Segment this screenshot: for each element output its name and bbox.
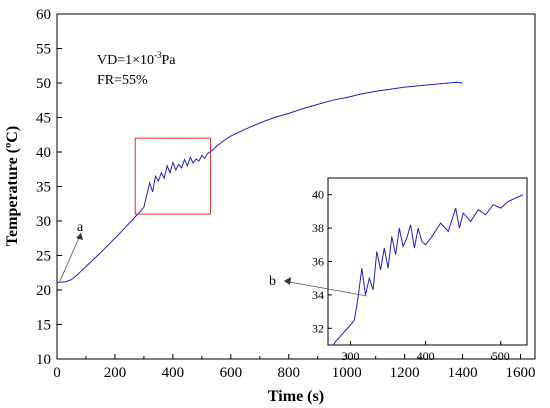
- x-tick-label: 1400: [448, 365, 478, 381]
- marker-a-label: a: [77, 220, 84, 235]
- inset-series-line: [332, 194, 524, 345]
- marker-a-arrow: [59, 232, 82, 282]
- inset-y-tick-label: 38: [312, 221, 324, 235]
- inset-ticks: 300 400 500 32 34 36 38 40: [312, 188, 510, 363]
- x-tick-label: 1600: [506, 365, 536, 381]
- y-tick-label: 40: [36, 145, 51, 161]
- inset-y-tick-label: 40: [312, 188, 324, 202]
- x-tick-label: 400: [162, 365, 185, 381]
- x-tick-label: 600: [220, 365, 243, 381]
- fr-annotation: FR=55%: [97, 73, 148, 88]
- inset-y-tick-label: 36: [312, 255, 324, 269]
- y-tick-label: 45: [36, 111, 51, 127]
- inset-y-tick-label: 32: [312, 321, 324, 335]
- marker-b-label: b: [269, 274, 276, 289]
- highlight-box: [134, 137, 212, 215]
- x-tick-label: 0: [53, 365, 61, 381]
- marker-b-arrowhead: [284, 277, 291, 285]
- y-tick-label: 50: [36, 76, 51, 92]
- y-axis-ticks: 10 15 20 25 30 35 40 45 50 55 60: [36, 7, 62, 368]
- y-tick-label: 35: [36, 180, 51, 196]
- x-tick-label: 1200: [390, 365, 420, 381]
- marker-a-arrowhead: [76, 233, 83, 240]
- vd-prefix: VD=1×10: [97, 53, 154, 68]
- vd-exponent: -3: [154, 50, 162, 60]
- vd-annotation: VD=1×10-3Pa: [97, 50, 176, 68]
- y-tick-label: 30: [36, 214, 51, 230]
- inset-x-tick-label: 400: [417, 349, 435, 363]
- inset-y-tick-label: 34: [312, 288, 324, 302]
- y-tick-label: 60: [36, 7, 51, 23]
- inset-x-tick-label: 300: [342, 349, 360, 363]
- x-axis-title: Time (s): [268, 388, 324, 405]
- y-tick-label: 55: [36, 42, 51, 58]
- x-tick-label: 800: [278, 365, 301, 381]
- y-tick-label: 25: [36, 249, 51, 265]
- inset-frame: [327, 177, 528, 346]
- x-tick-label: 1000: [332, 365, 362, 381]
- y-tick-label: 15: [36, 318, 51, 334]
- y-axis-title: Temperature (ºC): [4, 126, 21, 246]
- temperature-series-line: [56, 81, 463, 283]
- x-tick-label: 200: [104, 365, 127, 381]
- x-axis-ticks: 0 200 400 600 800 1000 1200 1400 1600: [53, 354, 536, 381]
- vd-suffix: Pa: [162, 53, 177, 68]
- y-tick-label: 10: [36, 352, 51, 368]
- y-tick-label: 20: [36, 283, 51, 299]
- marker-b-arrow: [283, 280, 368, 297]
- inset-x-tick-label: 500: [492, 349, 510, 363]
